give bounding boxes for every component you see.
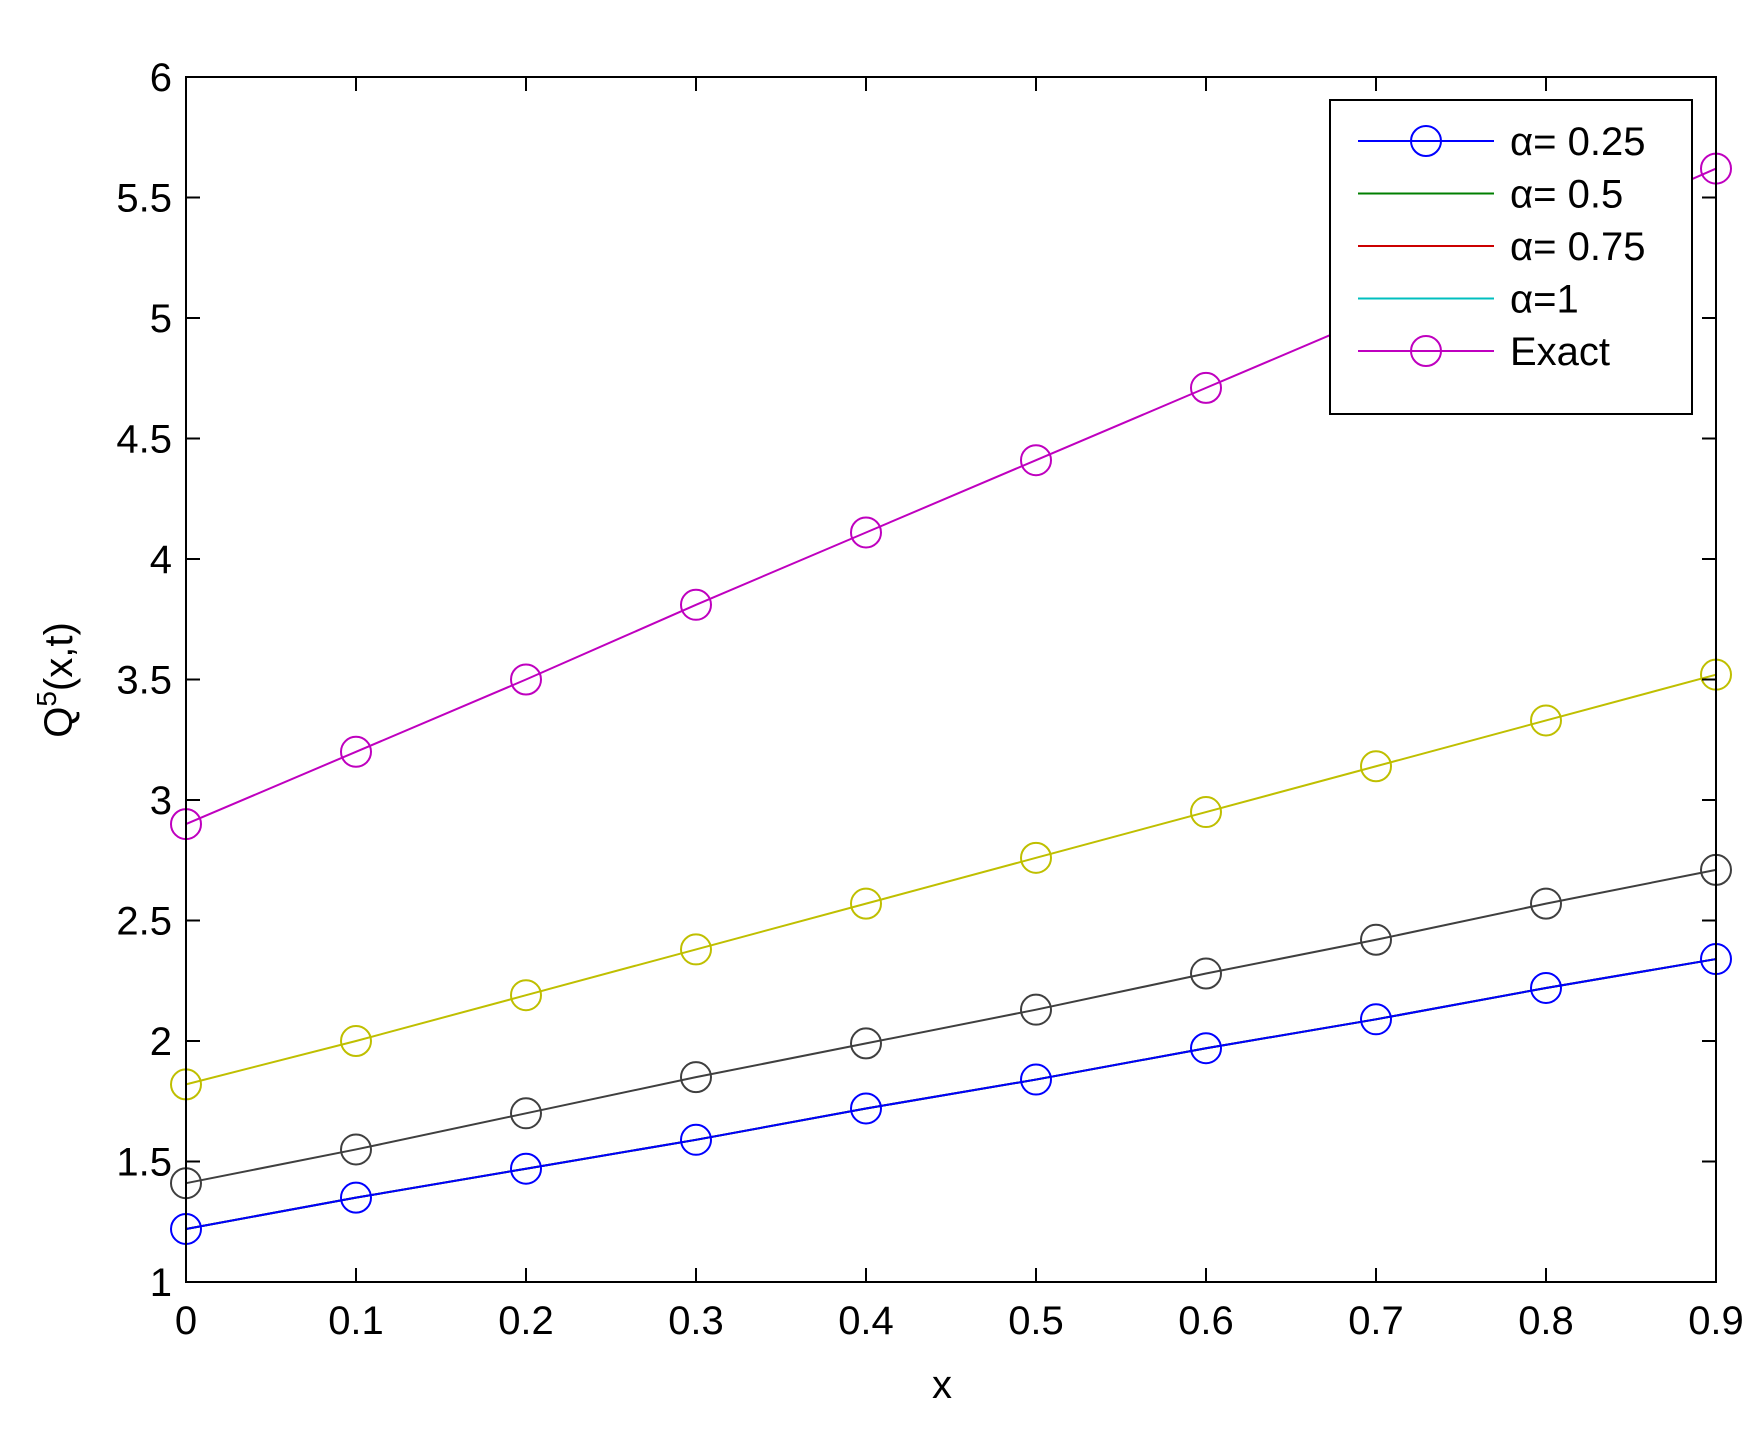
legend-entry: α= 0.75 bbox=[1358, 225, 1645, 269]
legend-entry: α= 0.25 bbox=[1358, 120, 1645, 164]
data-point bbox=[1190, 371, 1222, 404]
data-point bbox=[510, 979, 542, 1012]
legend-label: α= 0.25 bbox=[1510, 120, 1645, 164]
data-point bbox=[1190, 1032, 1222, 1065]
y-tick-label: 1 bbox=[150, 1261, 172, 1305]
data-point bbox=[1020, 444, 1052, 477]
y-axis-title-suffix: (x,t) bbox=[37, 622, 81, 691]
x-tick-label: 0.8 bbox=[1518, 1299, 1574, 1343]
legend-marker bbox=[1410, 335, 1442, 367]
data-point bbox=[1530, 887, 1562, 920]
data-point bbox=[510, 1152, 542, 1185]
x-tick-label: 0.3 bbox=[668, 1299, 724, 1343]
legend-entry: α=1 bbox=[1358, 278, 1579, 322]
y-tick-label: 4 bbox=[150, 538, 172, 582]
legend-entry: α= 0.5 bbox=[1358, 173, 1623, 217]
x-tick-label: 0 bbox=[175, 1299, 197, 1343]
data-point bbox=[680, 933, 712, 966]
data-point bbox=[340, 735, 372, 768]
data-point bbox=[1190, 957, 1222, 990]
x-tick-label: 0.5 bbox=[1008, 1299, 1064, 1343]
x-tick-label: 0.7 bbox=[1348, 1299, 1404, 1343]
y-tick-label: 4.5 bbox=[116, 418, 172, 462]
legend-entries: α= 0.25 α= 0.5 α= 0.75 α=1 Exact bbox=[1358, 120, 1645, 374]
data-point bbox=[1020, 1063, 1052, 1096]
data-point bbox=[1530, 704, 1562, 737]
legend-box bbox=[1329, 99, 1693, 415]
y-axis-title-superscript: 5 bbox=[31, 691, 62, 707]
y-tick-label: 5.5 bbox=[116, 177, 172, 221]
y-axis-title: Q5(x,t) bbox=[31, 622, 81, 738]
x-axis-title: x bbox=[932, 1363, 952, 1407]
data-point bbox=[850, 1092, 882, 1125]
data-point bbox=[850, 887, 882, 920]
series-0 bbox=[170, 943, 1732, 1245]
legend-label: Exact bbox=[1510, 330, 1610, 374]
y-tick-label: 3 bbox=[150, 779, 172, 823]
data-point bbox=[680, 1061, 712, 1094]
data-point bbox=[340, 1181, 372, 1214]
legend: α= 0.25 α= 0.5 α= 0.75 α=1 Exact bbox=[1329, 99, 1693, 415]
series-line bbox=[185, 673, 1717, 1086]
legend-entry: Exact bbox=[1358, 330, 1610, 374]
legend-marker bbox=[1410, 125, 1442, 157]
data-point bbox=[680, 588, 712, 621]
x-tick-label: 0.2 bbox=[498, 1299, 554, 1343]
x-tick-label: 0.9 bbox=[1688, 1299, 1744, 1343]
legend-label: α=1 bbox=[1510, 278, 1579, 322]
tick-layer: 0 0.1 0.2 0.3 0.4 0.5 0.6 0.7 0.8 0.9 1 1.5 2 2.5 3 3.5… bbox=[116, 56, 1743, 1343]
data-point bbox=[1020, 993, 1052, 1026]
x-tick-label: 0.4 bbox=[838, 1299, 894, 1343]
y-tick-label: 5 bbox=[150, 297, 172, 341]
y-tick-label: 2 bbox=[150, 1020, 172, 1064]
data-point bbox=[510, 1097, 542, 1130]
series-5 bbox=[170, 658, 1732, 1101]
y-tick-label: 6 bbox=[150, 56, 172, 100]
y-tick-label: 1.5 bbox=[116, 1141, 172, 1185]
data-point bbox=[1360, 1003, 1392, 1036]
data-point bbox=[850, 1027, 882, 1060]
legend-label: α= 0.5 bbox=[1510, 173, 1623, 217]
x-tick-label: 0.6 bbox=[1178, 1299, 1234, 1343]
data-point bbox=[1190, 796, 1222, 829]
series-line bbox=[185, 868, 1717, 1185]
y-tick-label: 2.5 bbox=[116, 900, 172, 944]
data-point bbox=[1020, 841, 1052, 874]
legend-label: α= 0.75 bbox=[1510, 225, 1645, 269]
x-tick-label: 0.1 bbox=[328, 1299, 384, 1343]
data-point bbox=[510, 663, 542, 696]
data-point bbox=[340, 1025, 372, 1057]
data-point bbox=[1530, 971, 1562, 1004]
y-axis-title-base: Q bbox=[37, 707, 81, 738]
data-point bbox=[850, 516, 882, 549]
data-point bbox=[1360, 750, 1392, 783]
data-point bbox=[340, 1133, 372, 1166]
data-point bbox=[1360, 923, 1392, 956]
data-point bbox=[680, 1123, 712, 1156]
y-tick-label: 3.5 bbox=[116, 659, 172, 703]
series-line bbox=[185, 958, 1717, 1230]
